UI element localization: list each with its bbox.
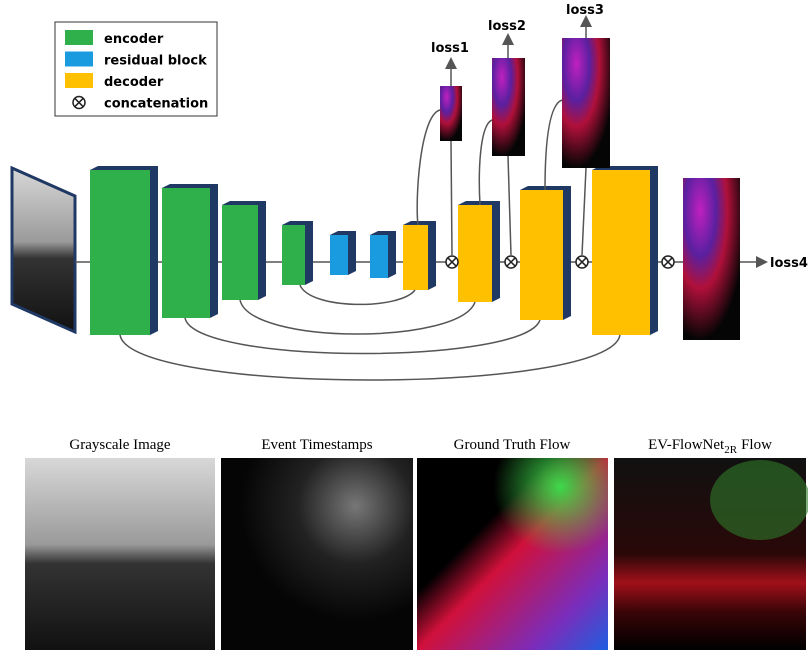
block bbox=[330, 235, 348, 275]
ground-truth-overlay bbox=[417, 458, 608, 650]
loss-label: loss1 bbox=[431, 41, 469, 56]
legend-label: encoder bbox=[104, 32, 164, 47]
skip-connection bbox=[508, 156, 511, 255]
skip-connection bbox=[582, 168, 586, 255]
skip-connection bbox=[545, 100, 562, 190]
legend-label: residual block bbox=[104, 54, 207, 69]
loss-label: loss3 bbox=[566, 3, 604, 18]
legend-swatch bbox=[65, 73, 93, 88]
skip-connection bbox=[479, 120, 492, 205]
figure: encoder residual block decoder concatenatio… bbox=[0, 0, 808, 652]
skip-connection bbox=[451, 141, 452, 255]
skip-connection bbox=[417, 110, 440, 225]
block bbox=[403, 225, 428, 290]
loss-label: loss2 bbox=[488, 19, 526, 34]
block bbox=[222, 205, 258, 300]
legend-label: concatenation bbox=[104, 97, 208, 112]
block bbox=[592, 170, 650, 335]
block bbox=[282, 225, 305, 285]
flow-output bbox=[683, 178, 740, 340]
legend-swatch bbox=[65, 52, 93, 67]
block bbox=[458, 205, 492, 302]
flow-output bbox=[562, 38, 610, 168]
loss-label: loss4 bbox=[770, 256, 808, 271]
grayscale-image bbox=[25, 458, 215, 650]
flow-output bbox=[492, 58, 525, 156]
panel-caption: Ground Truth Flow bbox=[454, 437, 571, 453]
event-image bbox=[221, 458, 413, 650]
caption-subscript: 2R bbox=[724, 444, 738, 456]
network bbox=[90, 166, 658, 335]
input-image bbox=[12, 168, 75, 332]
skip-connection bbox=[300, 285, 415, 304]
flow-output bbox=[440, 86, 462, 141]
panel-caption: Event Timestamps bbox=[261, 437, 372, 453]
legend-swatch bbox=[65, 30, 93, 45]
panel-caption: Grayscale Image bbox=[69, 437, 171, 453]
block bbox=[162, 188, 210, 318]
skip-connection bbox=[120, 335, 620, 380]
caption-part: Flow bbox=[741, 437, 772, 453]
skip-connection bbox=[185, 318, 540, 354]
prediction-overlay bbox=[710, 460, 808, 540]
block bbox=[370, 235, 388, 278]
caption-part: EV-FlowNet bbox=[648, 437, 725, 453]
block bbox=[520, 190, 563, 320]
block bbox=[90, 170, 150, 335]
legend-label: decoder bbox=[104, 75, 164, 90]
